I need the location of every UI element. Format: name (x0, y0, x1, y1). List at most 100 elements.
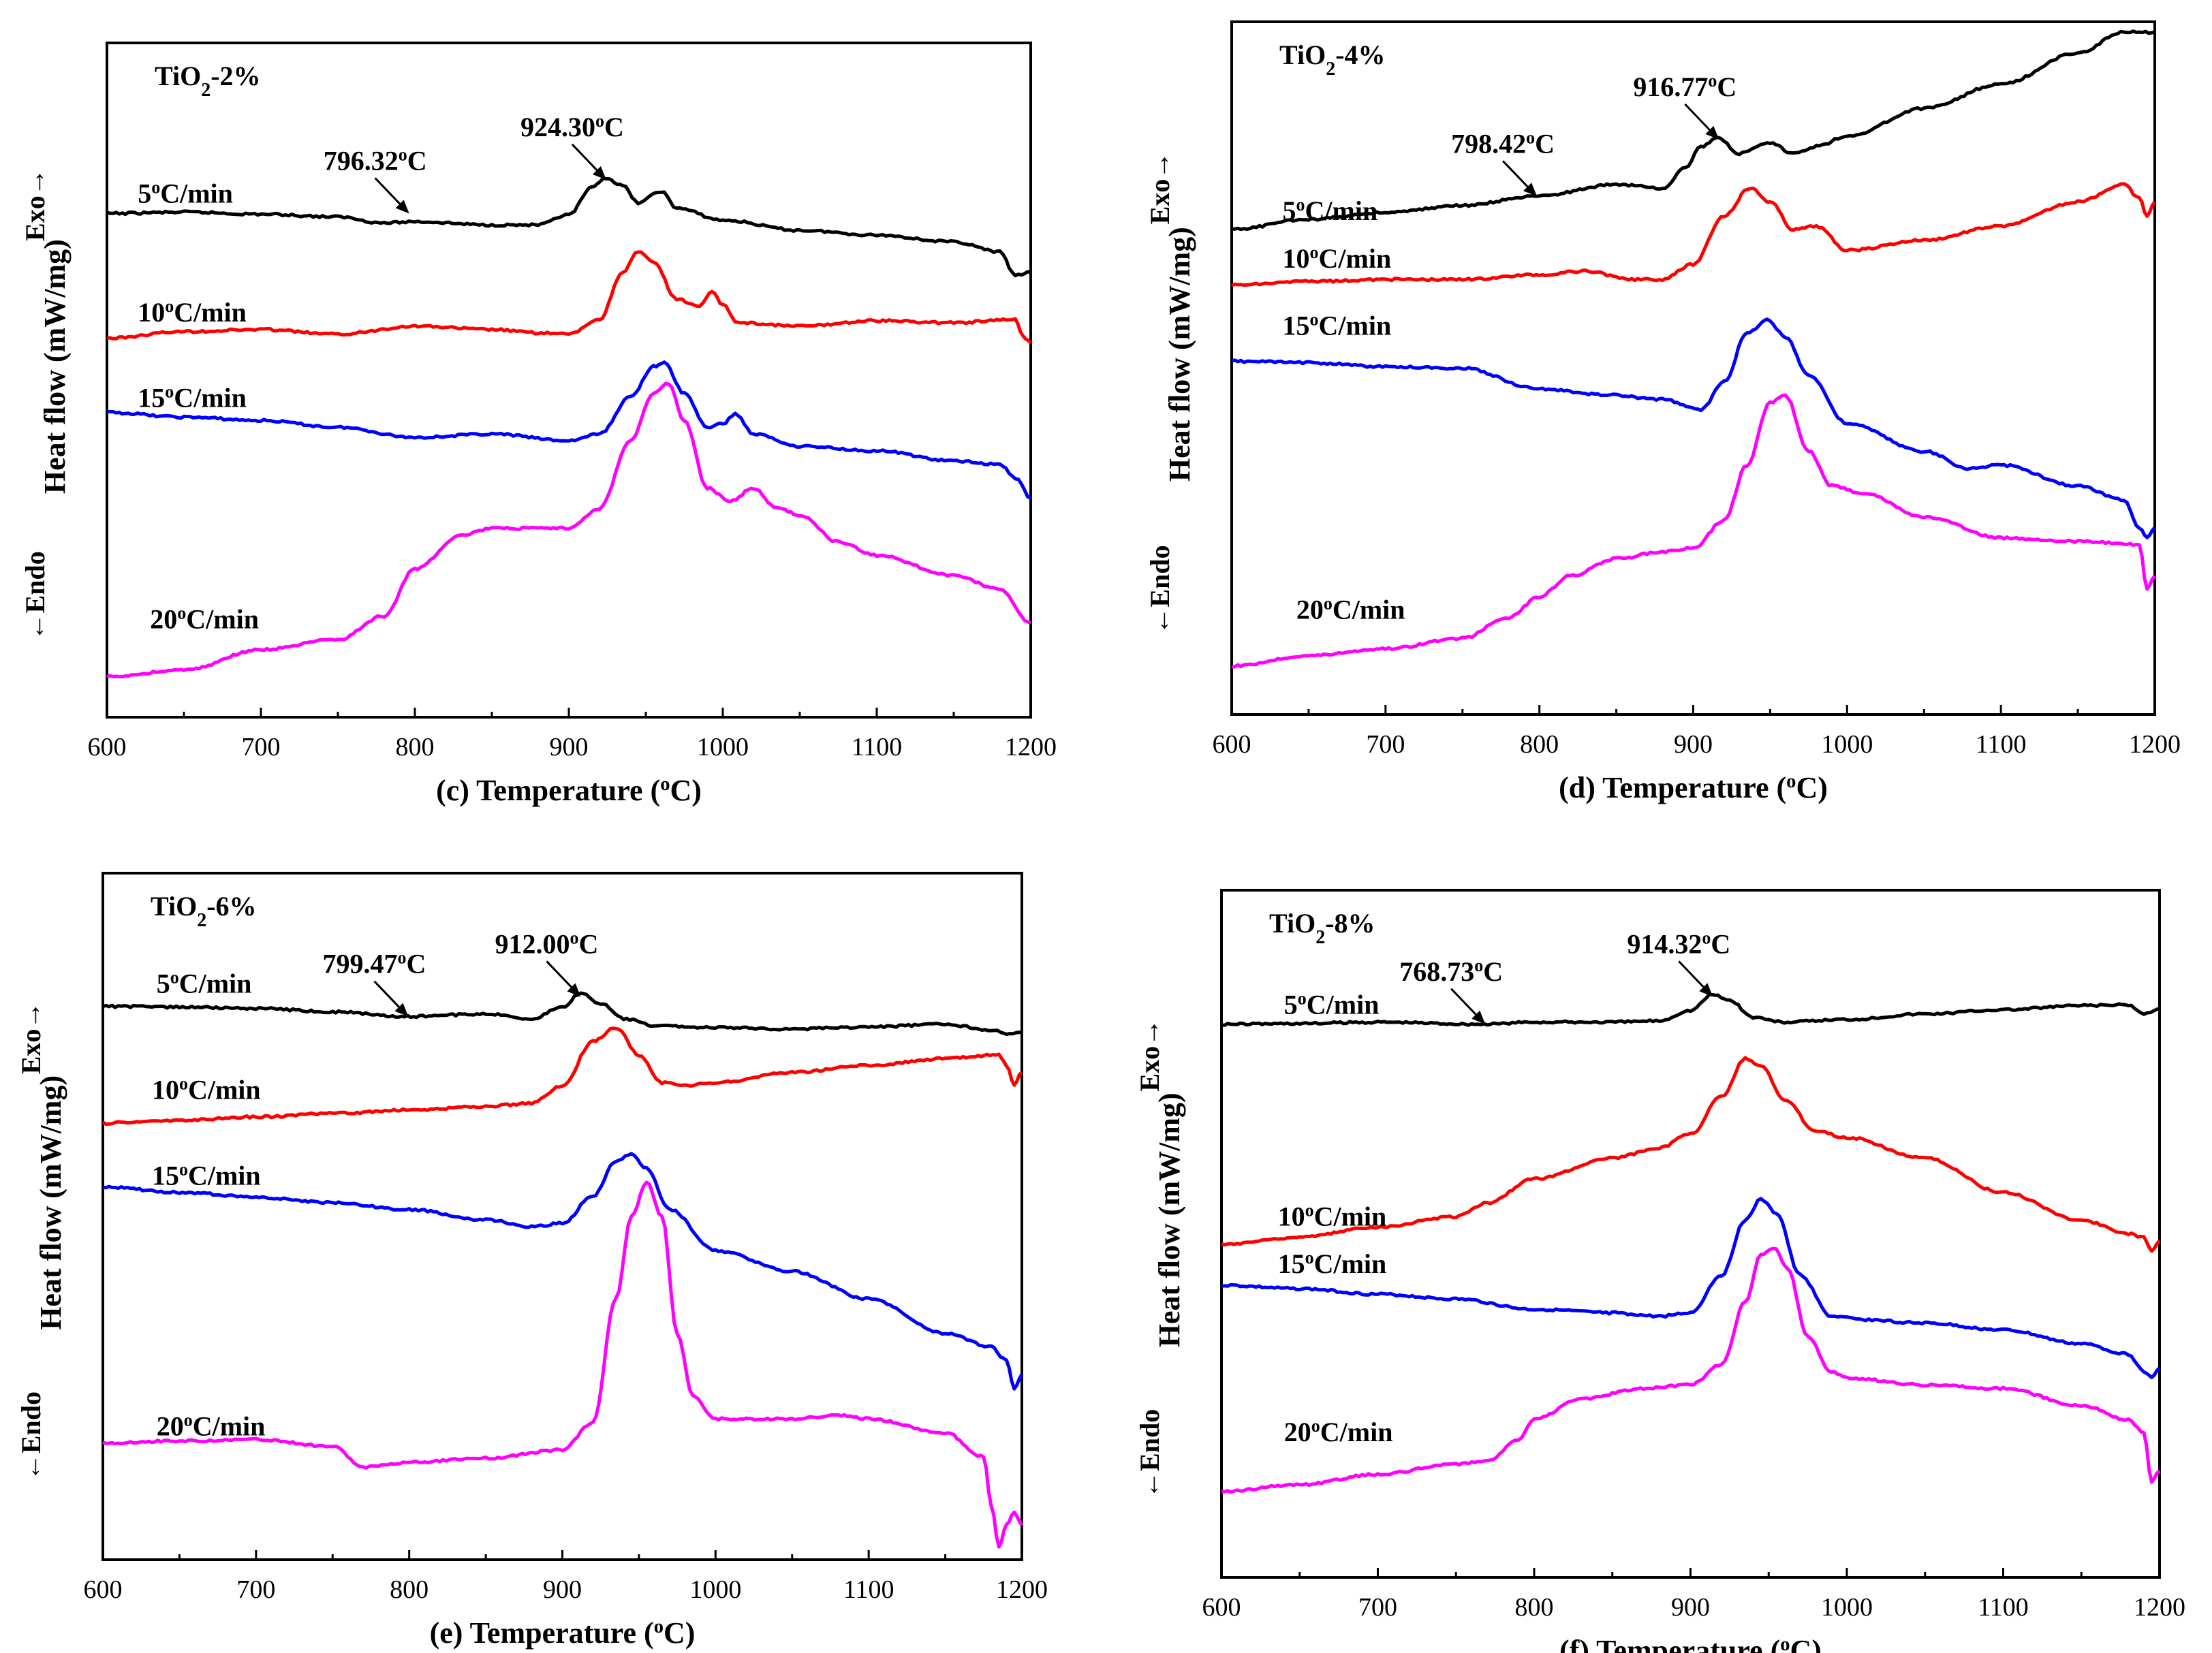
x-tick-label: 800 (1515, 1593, 1554, 1622)
series-line (106, 250, 1032, 345)
annotation-arrowhead (1699, 983, 1713, 997)
series-line (1221, 1246, 2161, 1494)
annotation-arrowhead (395, 200, 409, 214)
y-axis-label: Heat flow (mW/mg) (1163, 227, 1196, 482)
y-axis-label: Heat flow (mW/mg) (38, 239, 72, 494)
x-tick-label: 900 (1671, 1593, 1710, 1622)
annotation-label: 914.32oC (1627, 928, 1730, 960)
endo-label: ←Endo (20, 551, 50, 640)
annotation-arrowhead (567, 983, 581, 997)
series-line (1230, 182, 2157, 287)
series-line (106, 176, 1031, 278)
panel-title: TiO2-8% (1269, 908, 1375, 948)
series-label: 5oC/min (138, 177, 233, 209)
x-tick-label: 800 (1520, 730, 1559, 759)
series-label: 20oC/min (1296, 593, 1405, 625)
endo-label: ←Endo (16, 1391, 46, 1481)
endo-label: ←Endo (1144, 545, 1175, 634)
series-label: 5oC/min (1283, 194, 1378, 226)
series-line (1231, 29, 2155, 232)
y-axis-label: Heat flow (mW/mg) (1153, 1092, 1186, 1347)
panel-title: TiO2-2% (155, 61, 261, 101)
x-tick-label: 1100 (1978, 1593, 2029, 1622)
y-axis-label: Heat flow (mW/mg) (34, 1075, 67, 1330)
x-tick-label: 1100 (843, 1575, 894, 1604)
series-label: 10oC/min (138, 296, 247, 328)
annotation-arrowhead (1705, 125, 1719, 140)
exo-label: Exo→ (20, 168, 50, 241)
series-label: 15oC/min (1283, 309, 1392, 341)
x-tick-label: 700 (236, 1575, 275, 1604)
x-tick-label: 600 (88, 733, 127, 761)
series-label: 20oC/min (157, 1410, 266, 1442)
x-tick-label: 1100 (852, 733, 903, 761)
panel-c: 600 700 800 900 1000 1100 1200 (c) Temperature … (20, 42, 1057, 808)
annotation-arrowhead (1471, 1010, 1486, 1024)
x-axis-label: (d) Temperature (oC) (1559, 771, 1828, 805)
annotation-label: 768.73oC (1399, 955, 1503, 987)
x-tick-label: 900 (543, 1575, 582, 1604)
annotation-arrowhead (592, 166, 606, 180)
series-line (1221, 1197, 2161, 1379)
x-tick-label: 700 (1366, 730, 1405, 759)
x-tick-label: 600 (1202, 1593, 1241, 1622)
x-tick-label: 800 (390, 1575, 429, 1604)
panel-e: 600 700 800 900 1000 1100 1200 (e) Temperature … (16, 872, 1048, 1650)
annotation-label: 916.77oC (1633, 70, 1736, 102)
panel-f: 600 700 800 900 1000 1100 1200 (f) Temperature … (1134, 889, 2185, 1653)
panel-d: 600 700 800 900 1000 1100 1200 (d) Temperature … (1144, 20, 2181, 805)
annotation-label: 912.00oC (495, 928, 599, 960)
x-axis-label: (e) Temperature (oC) (430, 1616, 696, 1650)
x-tick-label: 1200 (1005, 733, 1057, 761)
annotation-arrowhead (1523, 183, 1538, 197)
series-line (1231, 317, 2156, 539)
series-line (102, 1152, 1024, 1391)
exo-label: Exo→ (1144, 152, 1175, 225)
annotation-label: 924.30oC (520, 110, 624, 142)
series-line (102, 991, 1023, 1036)
endo-label: ←Endo (1134, 1409, 1165, 1498)
x-tick-label: 600 (84, 1575, 123, 1604)
x-tick-label: 1200 (2129, 730, 2181, 759)
x-tick-label: 700 (1358, 1593, 1397, 1622)
x-tick-label: 900 (550, 733, 589, 761)
series-label: 10oC/min (1278, 1200, 1387, 1232)
exo-label: Exo→ (16, 1002, 46, 1075)
annotation-label: 798.42oC (1451, 127, 1555, 159)
series-label: 20oC/min (150, 603, 259, 635)
x-axis-label: (c) Temperature (oC) (436, 774, 702, 808)
x-tick-label: 800 (396, 733, 435, 761)
x-tick-label: 1000 (689, 1575, 741, 1604)
x-tick-label: 1000 (697, 733, 749, 761)
series-line (106, 381, 1031, 679)
series-line (102, 1026, 1023, 1126)
x-tick-label: 1200 (996, 1575, 1048, 1604)
panel-title: TiO2-6% (151, 891, 257, 931)
x-tick-label: 1100 (1976, 730, 2027, 759)
x-tick-label: 700 (242, 733, 281, 761)
exo-label: Exo→ (1134, 1019, 1165, 1092)
series-line (102, 1180, 1024, 1549)
annotation-label: 796.32oC (324, 144, 427, 176)
series-label: 10oC/min (152, 1073, 261, 1105)
x-tick-label: 1200 (2134, 1593, 2185, 1622)
annotation-label: 799.47oC (323, 947, 426, 979)
series-label: 5oC/min (157, 967, 252, 999)
x-tick-label: 900 (1674, 730, 1713, 759)
x-tick-label: 1000 (1821, 730, 1873, 759)
series-line (106, 360, 1032, 500)
series-line (1231, 393, 2156, 669)
x-tick-label: 600 (1213, 730, 1251, 759)
series-label: 15oC/min (1278, 1248, 1387, 1280)
panel-title: TiO2-4% (1279, 40, 1386, 80)
series-label: 15oC/min (138, 381, 247, 413)
annotation-arrowhead (394, 1003, 409, 1017)
series-label: 15oC/min (152, 1159, 261, 1191)
series-label: 20oC/min (1284, 1416, 1393, 1448)
x-tick-label: 1000 (1821, 1593, 1873, 1622)
series-label: 10oC/min (1283, 242, 1392, 274)
x-axis-label: (f) Temperature (oC) (1559, 1634, 1822, 1653)
series-line (1221, 1056, 2161, 1253)
series-line (1221, 992, 2160, 1027)
